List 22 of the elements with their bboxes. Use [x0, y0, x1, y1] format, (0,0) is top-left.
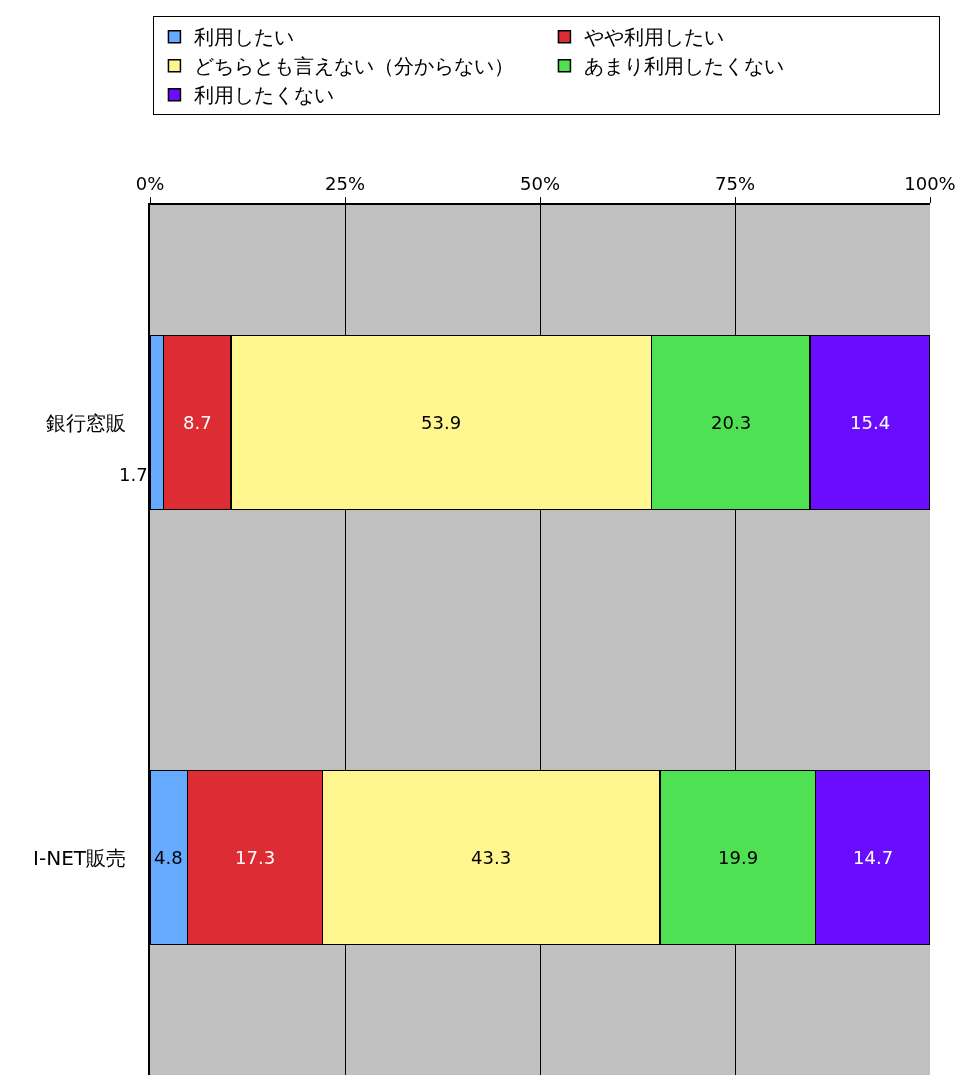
legend-label: 利用したい — [194, 25, 295, 50]
data-label: 20.3 — [711, 412, 752, 433]
x-tick-label: 100% — [904, 172, 956, 194]
data-label: 17.3 — [235, 847, 276, 868]
data-label: 1.7 — [119, 464, 148, 485]
data-label: 4.8 — [154, 847, 183, 868]
x-tick-label: 75% — [714, 172, 756, 194]
x-tick-label: 25% — [324, 172, 366, 194]
y-tick-label: 銀行窓販 — [46, 410, 126, 435]
data-label: 43.3 — [471, 847, 512, 868]
data-label: 15.4 — [850, 412, 891, 433]
data-label: 53.9 — [421, 412, 462, 433]
legend-label: どちらとも言えない（分からない） — [194, 54, 515, 79]
data-label: 19.9 — [718, 847, 759, 868]
y-tick-label: I-NET販売 — [33, 845, 126, 870]
x-tick-label: 50% — [519, 172, 561, 194]
legend-label: 利用したくない — [194, 83, 335, 108]
data-label: 8.7 — [183, 412, 212, 433]
x-tick-label: 0% — [135, 172, 165, 194]
legend-label: やや利用したい — [584, 25, 725, 50]
legend-label: あまり利用したくない — [584, 54, 785, 79]
data-label: 14.7 — [853, 847, 894, 868]
